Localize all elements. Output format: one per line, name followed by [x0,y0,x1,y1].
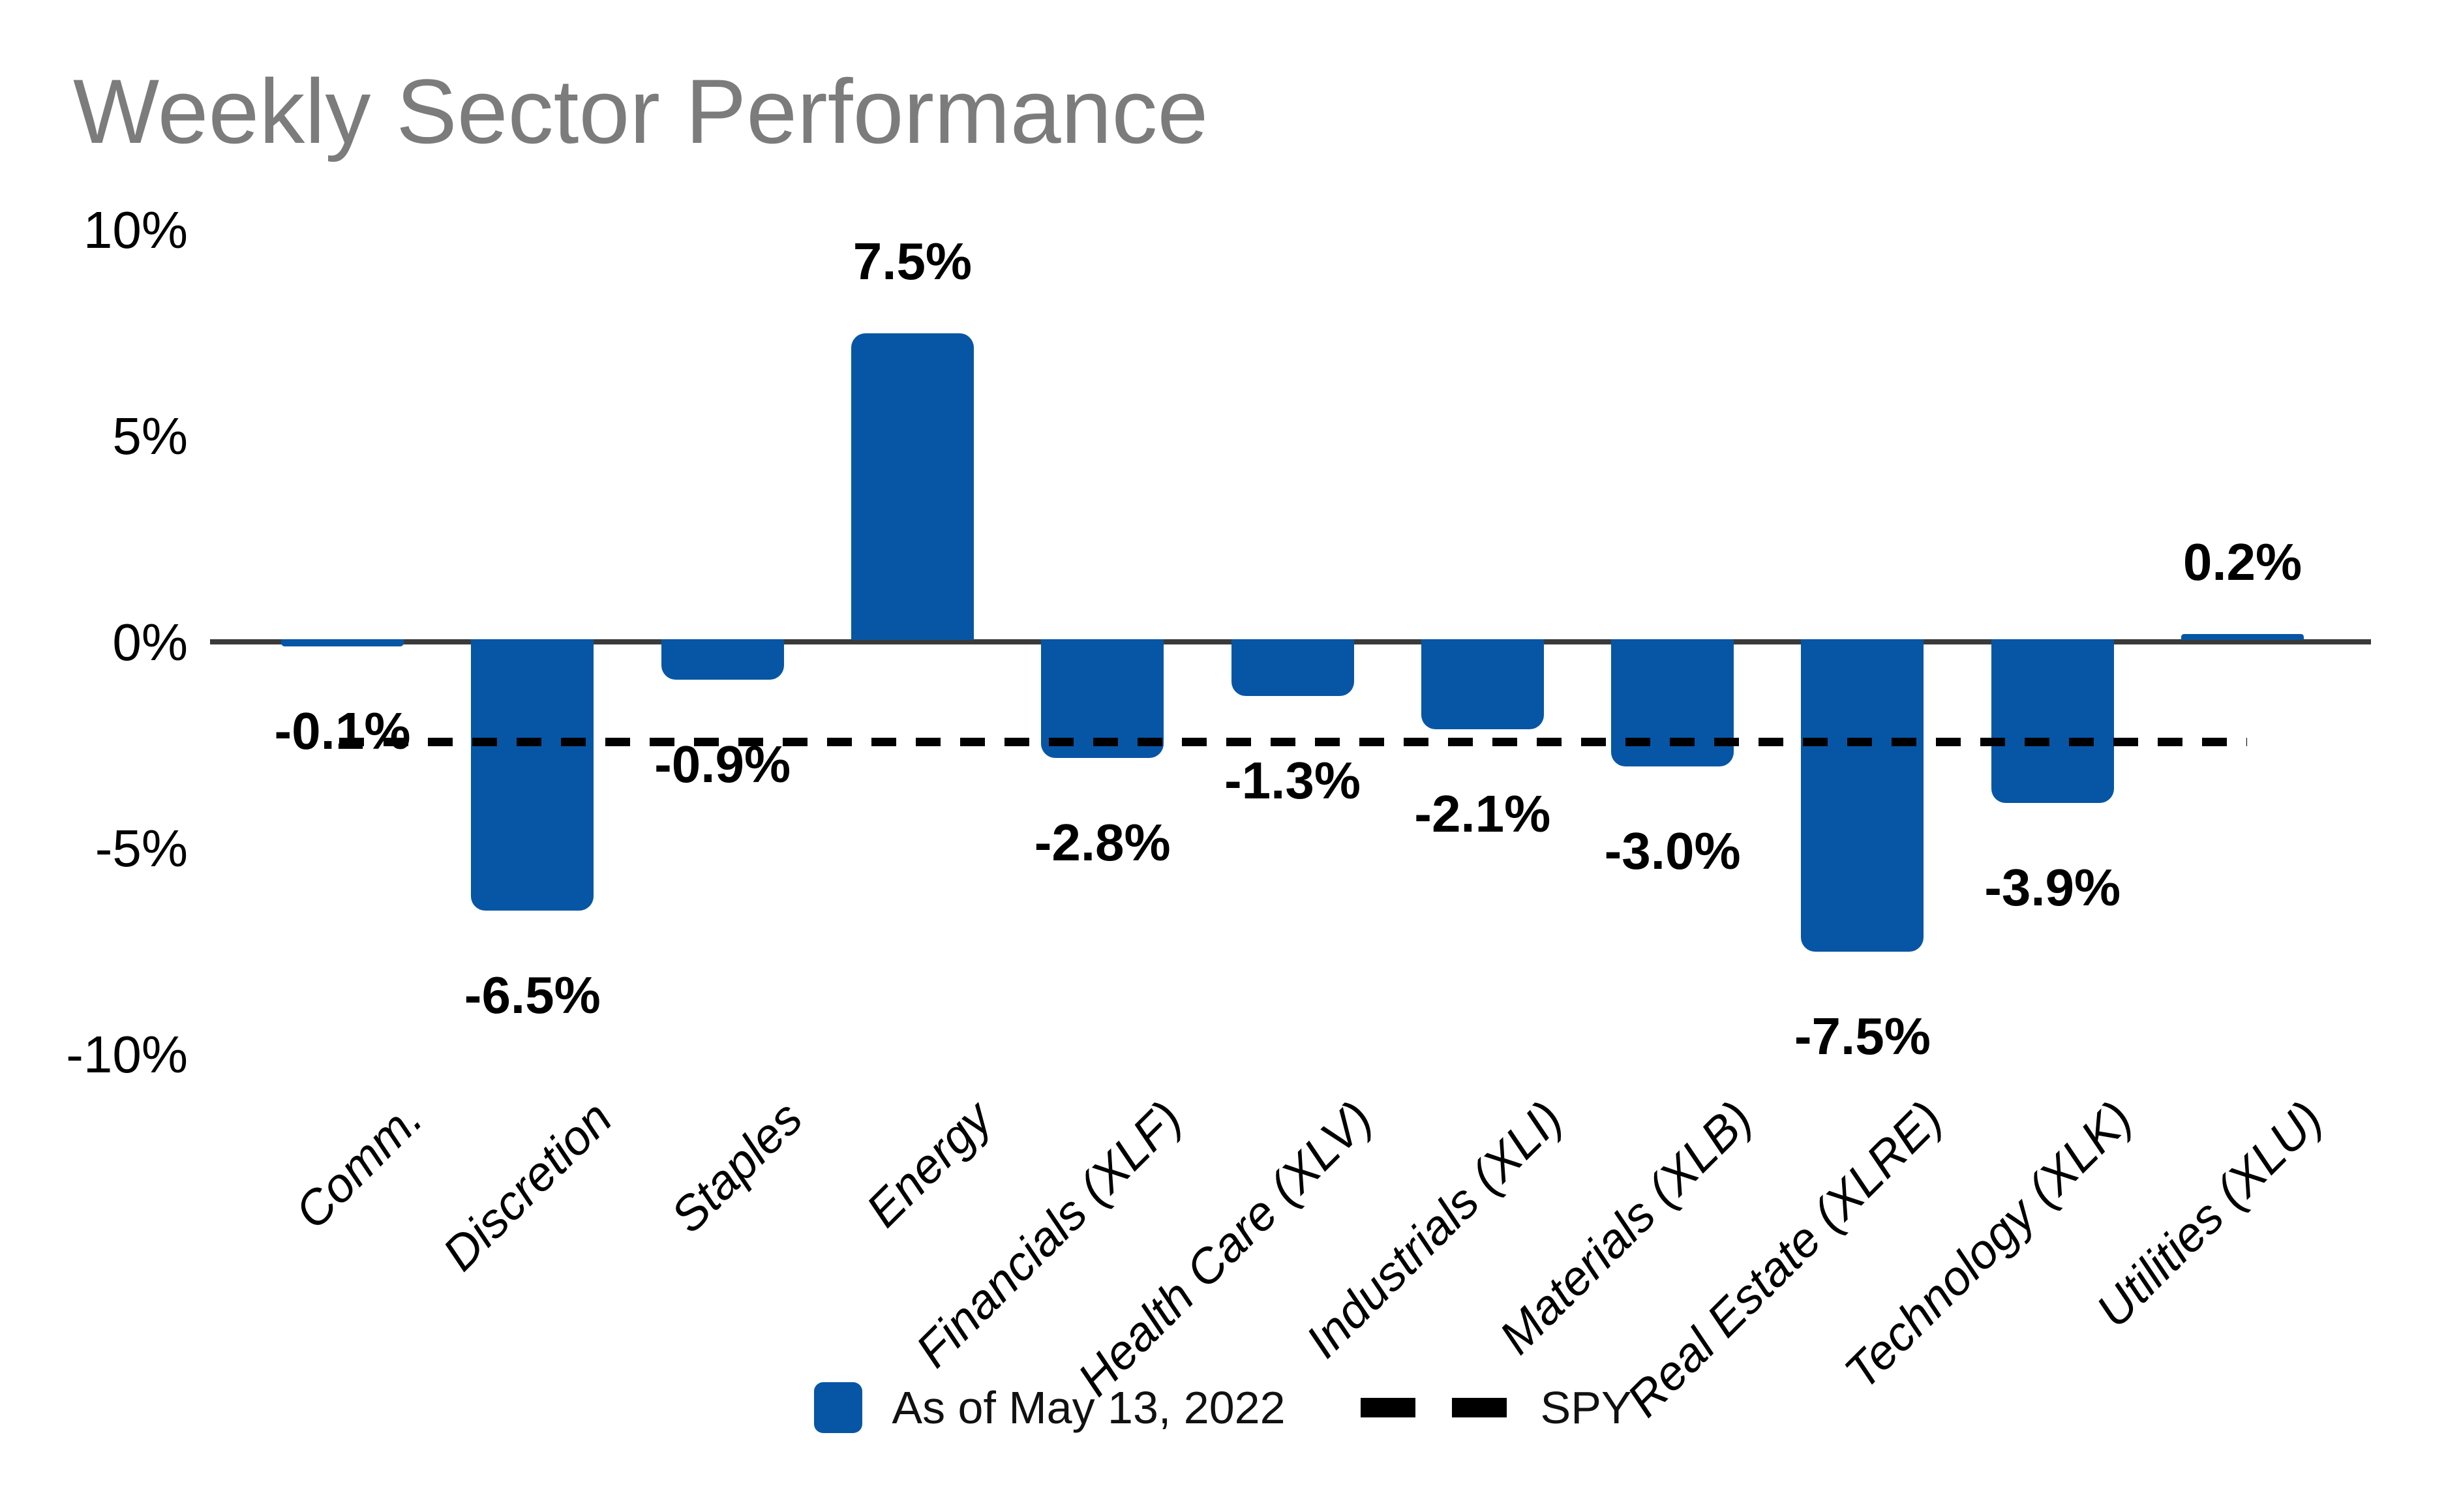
bar-utilities-xlu [2181,634,2304,640]
x-label-comm: Comm. [284,1091,432,1239]
legend-spy-dash-icon [1360,1398,1415,1417]
data-label-utilities-xlu: 0.2% [2182,533,2303,592]
data-label-materials-xlb: -3.0% [1604,821,1741,880]
chart-title: Weekly Sector Performance [73,60,1209,162]
data-label-technology-xlk: -3.9% [1984,858,2121,917]
data-label-discretion: -6.5% [464,965,601,1024]
legend-spy-label: SPY [1540,1382,1632,1433]
legend-series-label: As of May 13, 2022 [892,1382,1286,1433]
bar-staples [661,639,784,680]
bar-industrials-xli [1421,639,1544,729]
data-label-financials-xlf: -2.8% [1034,813,1171,871]
legend-spy-dash-icon [1451,1398,1507,1417]
data-label-staples: -0.9% [654,734,791,793]
data-label-energy: 7.5% [853,232,973,290]
x-label-energy: Energy [856,1091,1003,1237]
y-tick-0pct: 0% [112,613,188,671]
bar-health-care-xlv [1231,639,1354,697]
data-label-industrials-xli: -2.1% [1414,784,1551,843]
bar-materials-xlb [1611,639,1734,766]
y-tick--10pct: -10% [66,1025,188,1083]
bar-discretion [471,639,594,911]
x-label-discretion: Discretion [432,1091,623,1281]
bar-energy [851,333,974,640]
data-label-health-care-xlv: -1.3% [1224,751,1361,810]
legend-series-swatch [814,1382,863,1433]
x-label-real-estate-xlre: Real Estate (XLRE) [1616,1091,1953,1427]
bar-comm [281,639,404,647]
y-tick-10pct: 10% [83,201,188,259]
legend: As of May 13, 2022 SPY [0,1382,2446,1434]
data-label-real-estate-xlre: -7.5% [1794,1007,1931,1065]
bar-real-estate-xlre [1801,639,1924,952]
bar-technology-xlk [1991,639,2114,804]
spy-dashed-line [339,737,2247,746]
y-tick-5pct: 5% [112,407,188,465]
x-label-staples: Staples [660,1091,813,1243]
data-label-comm: -0.1% [274,702,411,761]
y-tick--5pct: -5% [95,819,188,877]
